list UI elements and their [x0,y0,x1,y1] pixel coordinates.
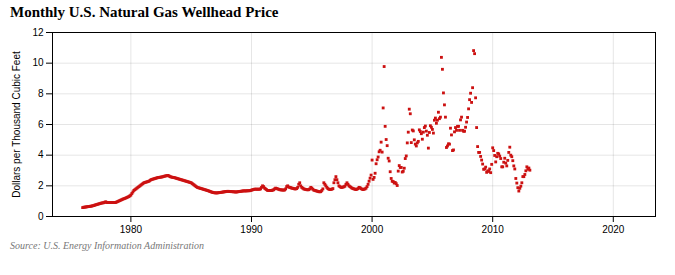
svg-text:1990: 1990 [240,224,263,235]
svg-text:2000: 2000 [361,224,384,235]
html-text:Source: U.S. Energy Informatio: Source: U.S. Energy Information Administ… [10,240,205,251]
svg-text:2020: 2020 [602,224,625,235]
svg-text:2: 2 [38,180,44,191]
svg-text:0: 0 [38,211,44,222]
svg-text:1980: 1980 [120,224,143,235]
html-text:Monthly U.S. Natural Gas Wellh: Monthly U.S. Natural Gas Wellhead Price [10,4,279,20]
svg-text:2010: 2010 [482,224,505,235]
svg-text:12: 12 [32,27,44,38]
svg-text:4: 4 [38,149,44,160]
svg-text:10: 10 [32,57,44,68]
svg-text:6: 6 [38,119,44,130]
svg-text:Dollars per Thousand Cubic Fee: Dollars per Thousand Cubic Feet [11,51,22,198]
svg-text:8: 8 [38,88,44,99]
